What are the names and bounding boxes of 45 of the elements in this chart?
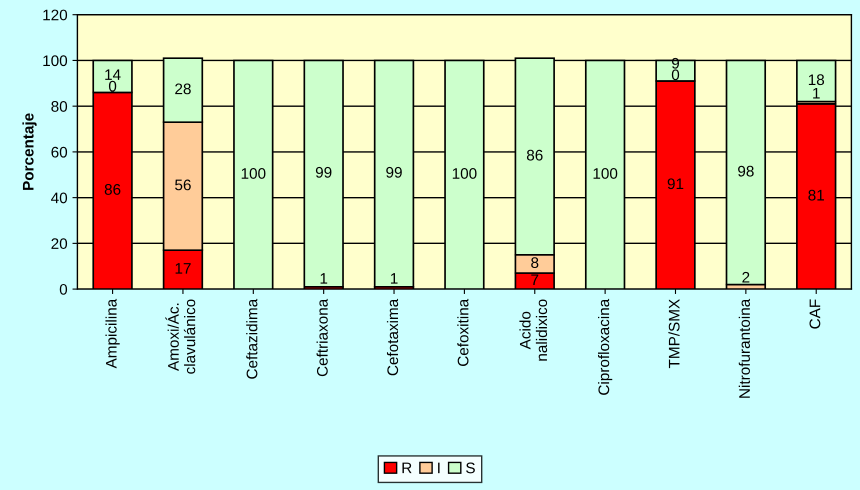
data-label: 100 (242, 168, 266, 179)
data-label: 0 (108, 80, 116, 92)
x-tick-label: Cefoxitina (457, 298, 468, 366)
data-label: 99 (386, 166, 402, 178)
data-label: 28 (175, 83, 191, 94)
x-tick-label: Ampicilina (105, 298, 120, 368)
data-label: 86 (526, 150, 543, 161)
x-tick-label: Ciprofloxacina (598, 298, 612, 395)
data-label: 7 (531, 274, 538, 286)
data-label: 1 (813, 88, 820, 98)
y-tick-label: 80 (51, 101, 68, 112)
legend-label: I (438, 462, 440, 474)
x-tick-label: Acido nalidixico (519, 299, 548, 361)
data-label: 91 (668, 178, 684, 190)
x-tick-label: TMP/SMX (668, 299, 680, 368)
x-tick-label: Amoxi/Ác. clavulánico (165, 299, 196, 374)
x-tick-label: Ceftazidima (246, 298, 258, 379)
data-label: 18 (808, 74, 824, 86)
data-label: 56 (175, 179, 191, 190)
data-label: 8 (531, 257, 538, 268)
data-label: 2 (742, 272, 750, 283)
y-tick-label: 100 (43, 55, 68, 66)
data-label: 81 (808, 190, 824, 201)
legend-label: S (466, 462, 475, 474)
legend-label: R (402, 462, 412, 474)
y-tick-label: 60 (51, 146, 68, 158)
data-label: 86 (104, 184, 120, 195)
x-tick-label: CAF (810, 299, 820, 329)
data-label: 0 (672, 69, 680, 80)
x-tick-label: Cefotaxima (386, 298, 398, 376)
y-axis-title: Porcentaje (22, 113, 37, 190)
data-label: 98 (738, 166, 754, 177)
x-tick-label: Nitrofurantoina (738, 298, 750, 398)
data-label: 1 (320, 273, 328, 284)
data-label: 17 (176, 263, 191, 274)
y-tick-label: 120 (43, 10, 68, 20)
data-label: 100 (594, 168, 618, 179)
data-label: 99 (316, 166, 332, 178)
y-tick-label: 20 (51, 238, 68, 250)
y-tick-label: 40 (51, 192, 68, 204)
data-label: 14 (105, 69, 121, 80)
data-label: 100 (452, 168, 477, 179)
y-tick-label: 0 (60, 284, 68, 295)
data-label: 1 (390, 273, 398, 284)
x-tick-label: Ceftriaxona (316, 298, 328, 376)
